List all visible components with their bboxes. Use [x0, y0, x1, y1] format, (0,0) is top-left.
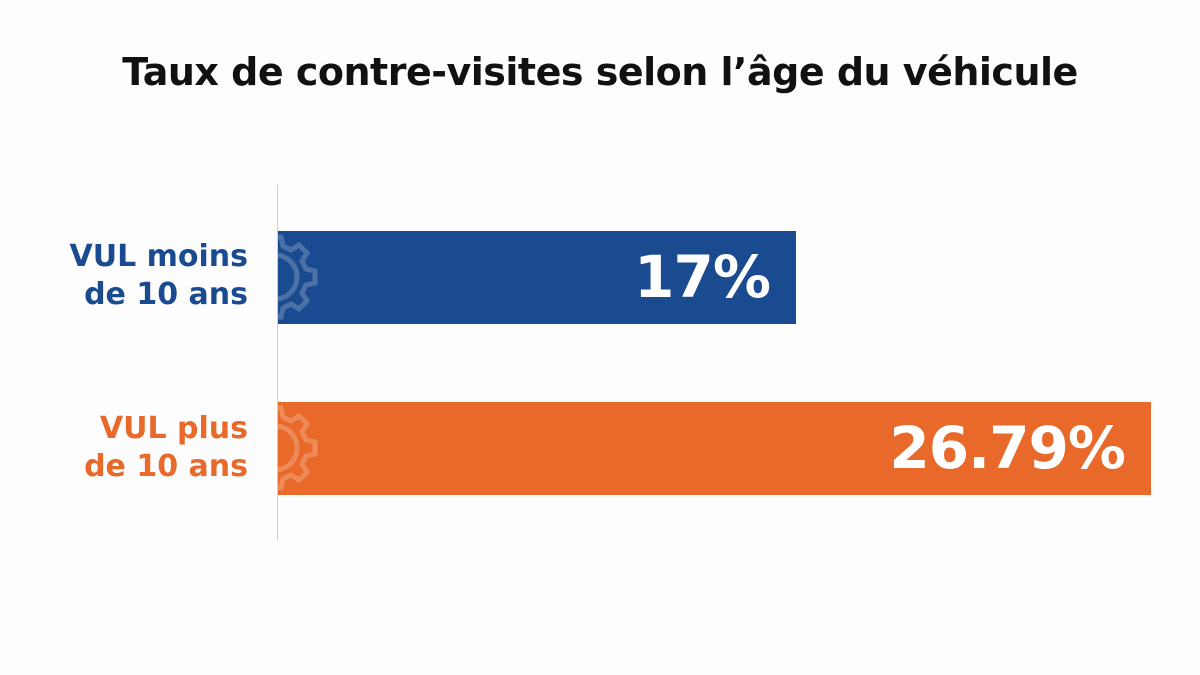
y-axis-line	[277, 185, 278, 541]
value-label: 26.79%	[889, 414, 1126, 482]
gear-icon	[278, 234, 318, 320]
bar: 26.79%	[278, 402, 1151, 495]
gear-icon	[278, 405, 318, 491]
value-label: 17%	[634, 243, 771, 311]
bar: 17%	[278, 231, 796, 324]
category-label-line2: de 10 ans	[84, 277, 248, 312]
category-label-line1: VUL plus	[99, 411, 248, 446]
category-label-line2: de 10 ans	[84, 449, 248, 484]
category-label-line1: VUL moins	[69, 239, 248, 274]
category-label: VUL moins de 10 ans	[69, 238, 248, 314]
chart-title: Taux de contre-visites selon l’âge du vé…	[122, 50, 1078, 94]
category-label: VUL plus de 10 ans	[84, 410, 248, 486]
